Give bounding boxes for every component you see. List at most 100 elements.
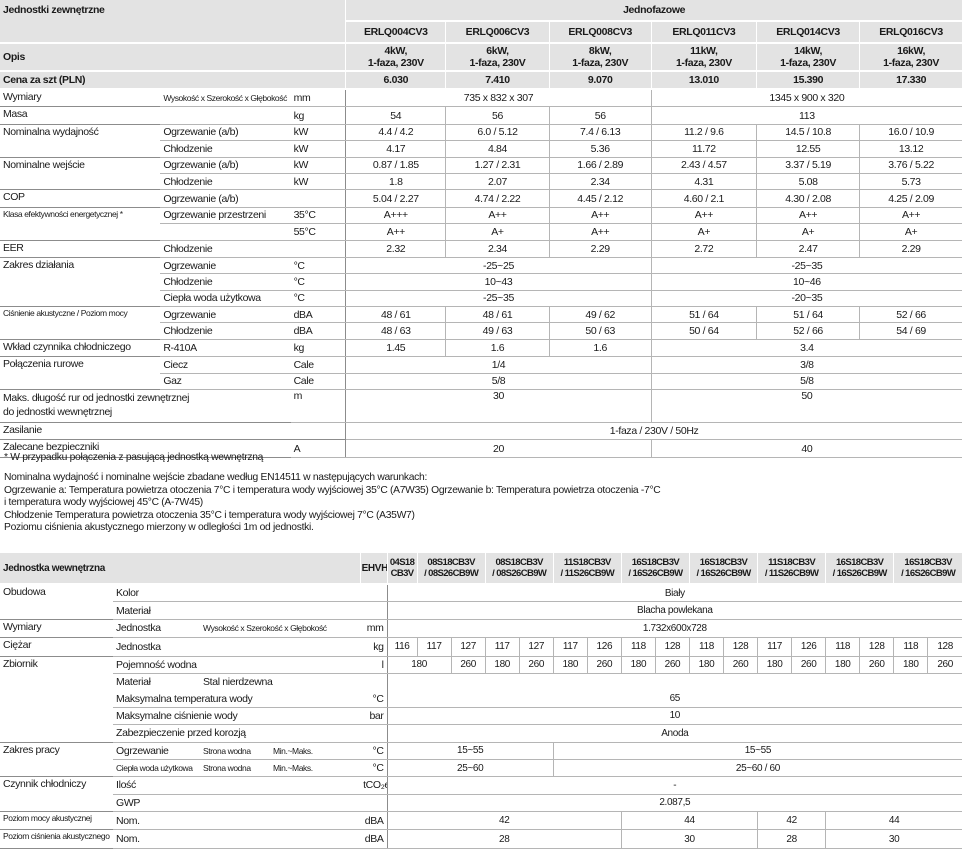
spec-row: Materiał Stal nierdzewna (0, 673, 962, 691)
spec-value: -20~35 (650, 290, 962, 308)
spec-row: Zakres działania Ogrzewanie °C -25~25 -25~35 (0, 257, 962, 308)
spec-value: 5/8 (650, 373, 962, 391)
spec-sublabel: Chłodzenie (160, 173, 291, 191)
spec-unit: mm (290, 89, 346, 108)
model-name-line: CB3V (390, 568, 415, 579)
sublabel-group: GWP (116, 797, 357, 809)
spec-value: A++ (859, 207, 962, 225)
footnote: * W przypadku połączenia z pasującą jedn… (4, 452, 264, 463)
spec-value: A+ (755, 223, 860, 241)
spec-value: 180 (688, 656, 724, 674)
sublabel-part: Ilość (116, 779, 136, 792)
spec-value: A+ (445, 223, 550, 241)
spec-unit: dBA (360, 811, 388, 831)
spec-sublabel: Ogrzewanie (160, 257, 291, 275)
spec-unit: mm (360, 619, 388, 639)
spec-row: Chłodzenie dBA 48 / 63 49 / 63 50 / 63 50 / 6… (0, 322, 962, 340)
note-line: Chłodzenie Temperatura powietrza otoczen… (4, 509, 415, 521)
spec-row: Zbiornik Pojemność wodna l 180 260 180 260 180 2… (0, 656, 962, 743)
spec-value: 260 (518, 656, 554, 674)
models-row: ERLQ004CV3 ERLQ006CV3 ERLQ008CV3 ERLQ011CV3… (0, 21, 962, 44)
spec-value: 2.34 (445, 240, 550, 258)
spec-value: 14.5 / 10.8 (755, 124, 860, 142)
spec-value: A++ (650, 207, 757, 225)
spec-unit (360, 724, 388, 743)
price-label: Cena za szt (PLN) (0, 71, 346, 90)
sublabel-group: Nom. (116, 815, 357, 827)
sublabel-group: Kolor (116, 587, 357, 599)
model-header: 04S18 CB3V (386, 553, 418, 585)
spec-value: 3.37 / 5.19 (755, 157, 860, 174)
model-header: 11S18CB3V/ 11S26CB9W (552, 553, 622, 585)
model-header: 16S18CB3V/ 16S26CB9W (688, 553, 758, 585)
spec-unit: °C (360, 759, 388, 778)
spec-unit: dBA (290, 306, 346, 324)
spec-value: 260 (859, 656, 894, 674)
spec-value: 180 (552, 656, 588, 674)
model-header: ERLQ006CV3 (445, 21, 550, 44)
spec-value: - (386, 776, 962, 795)
spec-value: 25~60 / 60 (552, 759, 962, 778)
spec-value: 54 / 69 (859, 322, 962, 340)
sublabel-group: Jednostka (116, 641, 357, 653)
spec-value: 1.66 / 2.89 (548, 157, 652, 174)
spec-value: -25~35 (650, 257, 962, 275)
spec-value: 6.0 / 5.12 (445, 124, 550, 142)
spec-value: 180 (893, 656, 928, 674)
spec-row: Ciepła woda użytkowa Strona wodna Min.~Mak… (0, 759, 962, 778)
spec-sublabel: Jednostka Wysokość x Szerokość x Głębokoś… (113, 619, 361, 639)
spec-value: 16.0 / 10.9 (859, 124, 962, 142)
spec-label: Maks. długość rur od jednostki zewnętrzn… (0, 389, 291, 424)
spec-row: Ciśnienie akustyczne / Poziom mocy Ogrzew… (0, 306, 962, 340)
model-description: 16kW, 1-faza, 230V (859, 43, 962, 72)
spec-value: 65 (386, 690, 962, 708)
sublabel-group: Ciepła woda użytkowa Strona wodna Min.~Mak… (116, 763, 357, 773)
model-name-line: 16S18CB3V (904, 557, 952, 568)
spec-unit: kg (360, 637, 388, 657)
header-row: Jednostka wewnętrzna EHVH 04S18 CB3V 08S18CB… (0, 553, 962, 585)
spec-sublabel: Chłodzenie (160, 273, 291, 291)
spec-unit: kW (290, 173, 346, 191)
spec-row: Gaz Cale 5/8 5/8 (0, 373, 962, 391)
model-name-line: / 16S26CB9W (696, 568, 751, 579)
spec-row: Zasilanie 1-faza / 230V / 50Hz (0, 422, 962, 441)
note-line: i temperatura wody wyjściowej 45°C (A-7W… (4, 497, 203, 509)
opis-row: Opis 4kW, 1-faza, 230V 6kW, 1-faza, 230V 8kW,… (0, 43, 962, 72)
series-label: EHVH (359, 553, 388, 585)
spec-value: 56 (445, 106, 550, 125)
sublabel-part: GWP (116, 796, 141, 809)
spec-label: Ciężar (0, 637, 114, 657)
spec-value: 5.04 / 2.27 (345, 189, 446, 208)
spec-value: 48 / 61 (445, 306, 550, 324)
description-line: 11kW, (690, 45, 718, 57)
spec-unit: Cale (290, 373, 346, 391)
spec-value: 260 (723, 656, 758, 674)
spec-label: Wymiary (0, 619, 114, 639)
spec-value: 52 / 66 (755, 322, 860, 340)
description-line: 4kW, (384, 45, 408, 57)
model-header: 08S18CB3V/ 08S26CB9W (416, 553, 486, 585)
spec-unit: °C (290, 290, 346, 308)
model-header: 08S18CB3V/ 08S26CB9W (484, 553, 554, 585)
spec-label: Masa (0, 106, 161, 125)
notes: * W przypadku połączenia z pasującą jedn… (4, 452, 661, 534)
description-line: 1-faza, 230V (367, 57, 424, 69)
spec-value: 117 (552, 637, 588, 657)
spec-unit: kW (290, 157, 346, 174)
spec-row: Maksymalna temperatura wody °C 65 (0, 690, 962, 708)
spec-value: 49 / 62 (548, 306, 652, 324)
model-header: ERLQ016CV3 (859, 21, 962, 44)
note-line: Ogrzewanie a: Temperatura powietrza otoc… (4, 484, 661, 496)
model-name-line: 08S18CB3V (427, 557, 475, 568)
spec-value: 117 (484, 637, 520, 657)
spec-value: 2.29 (859, 240, 962, 258)
spec-value: A+ (650, 223, 757, 241)
spec-sublabel: Ogrzewanie (a/b) (160, 124, 291, 142)
spec-value: 2.087,5 (386, 794, 962, 813)
spec-row: COP Ogrzewanie (a/b) 5.04 / 2.27 4.74 / 2.2… (0, 189, 962, 208)
spec-value: 128 (927, 637, 962, 657)
model-description: 4kW, 1-faza, 230V (345, 43, 446, 72)
sublabel-part: Kolor (116, 587, 139, 600)
sublabel-group: Ogrzewanie Strona wodna Min.~Maks. (116, 745, 357, 757)
model-header: 16S18CB3V/ 16S26CB9W (893, 553, 962, 585)
